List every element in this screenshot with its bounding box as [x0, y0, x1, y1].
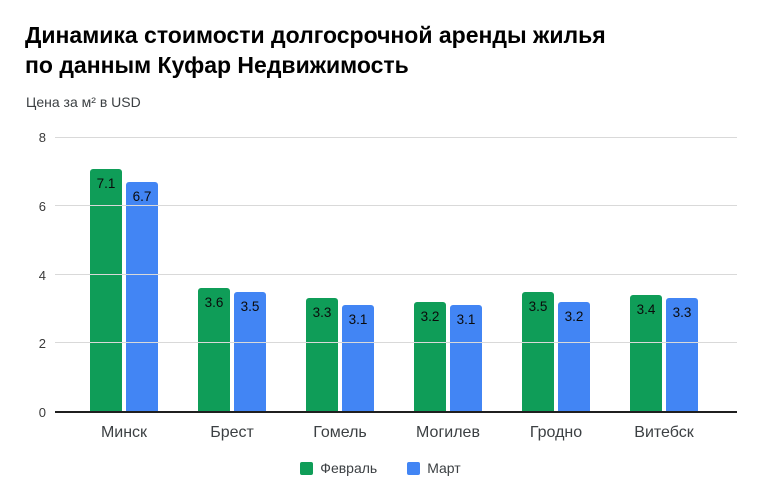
- bar-groups: 7.1 6.7 3.6 3.5 3.3 3.1 3.2 3.1 3.5 3.2 3.4 3.3: [70, 138, 718, 411]
- legend-label: Март: [427, 460, 461, 476]
- bar-value-label: 3.4: [636, 301, 656, 317]
- bar-value-label: 3.1: [456, 312, 476, 328]
- chart-subtitle: Цена за м² в USD: [26, 94, 141, 110]
- bar-value-label: 3.1: [348, 312, 368, 328]
- y-tick-label: 8: [38, 130, 46, 145]
- bar-value-label: 6.7: [132, 189, 152, 205]
- bar-гомель-февраль: 3.3: [306, 298, 338, 411]
- bar-витебск-март: 3.3: [666, 298, 698, 411]
- gridline: [55, 273, 737, 275]
- bar-group: 3.2 3.1: [394, 138, 502, 411]
- bar-value-label: 3.6: [204, 295, 224, 311]
- gridline: [55, 205, 737, 207]
- y-axis: 0 2 4 6 8: [0, 130, 46, 420]
- y-tick-label: 2: [38, 336, 46, 352]
- y-tick-label: 4: [38, 267, 46, 283]
- y-tick-label: 6: [38, 198, 46, 214]
- bar-group: 7.1 6.7: [70, 138, 178, 411]
- gridline: [55, 137, 737, 138]
- bar-value-label: 3.5: [528, 298, 548, 314]
- bar-брест-март: 3.5: [234, 291, 266, 411]
- plot-area: 7.1 6.7 3.6 3.5 3.3 3.1 3.2 3.1 3.5 3.2 3.4 3.3: [55, 137, 737, 413]
- legend: Февраль Март: [0, 460, 761, 476]
- chart-title: Динамика стоимости долгосрочной аренды ж…: [25, 20, 606, 80]
- legend-label: Февраль: [320, 460, 378, 476]
- x-tick-label: Гродно: [529, 424, 583, 441]
- chart-title-line2: по данным Куфар Недвижимость: [25, 52, 409, 78]
- bar-value-label: 3.2: [420, 308, 440, 324]
- legend-swatch-icon: [407, 461, 421, 475]
- bar-group: 3.3 3.1: [286, 138, 394, 411]
- bar-могилев-март: 3.1: [450, 305, 482, 411]
- bar-value-label: 3.3: [312, 305, 332, 321]
- bar-брест-февраль: 3.6: [198, 288, 230, 411]
- legend-item-февраль: Февраль: [300, 460, 377, 476]
- bar-гродно-февраль: 3.5: [522, 291, 554, 411]
- x-tick-label: Брест: [210, 424, 254, 441]
- bar-value-label: 3.5: [240, 298, 260, 314]
- bar-могилев-февраль: 3.2: [414, 301, 446, 411]
- bar-value-label: 3.2: [564, 308, 584, 324]
- bar-value-label: 3.3: [672, 305, 692, 321]
- bar-минск-март: 6.7: [126, 182, 158, 411]
- x-tick-label: Минск: [100, 424, 148, 441]
- bar-гродно-март: 3.2: [558, 301, 590, 411]
- x-tick-label: Витебск: [634, 424, 694, 441]
- bar-минск-февраль: 7.1: [90, 168, 122, 411]
- gridline: [55, 341, 737, 343]
- x-axis-labels: Минск Брест Гомель Могилев Гродно Витебск: [70, 424, 718, 442]
- x-tick-label: Гомель: [313, 424, 367, 441]
- bar-витебск-февраль: 3.4: [630, 294, 662, 411]
- bar-гомель-март: 3.1: [342, 305, 374, 411]
- x-tick-label: Могилев: [416, 424, 480, 441]
- bar-group: 3.5 3.2: [502, 138, 610, 411]
- bar-value-label: 7.1: [96, 175, 116, 191]
- legend-swatch-icon: [300, 461, 314, 475]
- legend-item-март: Март: [407, 460, 461, 476]
- bar-group: 3.6 3.5: [178, 138, 286, 411]
- bar-group: 3.4 3.3: [610, 138, 718, 411]
- chart-title-line1: Динамика стоимости долгосрочной аренды ж…: [25, 22, 606, 48]
- y-tick-label: 0: [38, 405, 46, 420]
